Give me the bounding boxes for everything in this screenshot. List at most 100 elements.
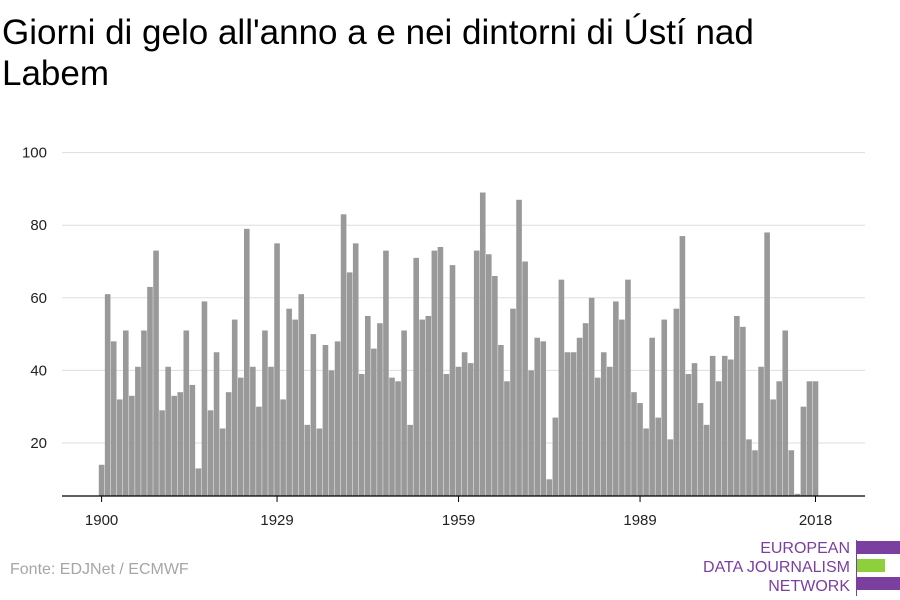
bar-1999: [697, 403, 704, 496]
bar-1937: [322, 344, 329, 496]
bar-1982: [594, 377, 601, 496]
bar-1991: [649, 337, 655, 496]
bar-1962: [473, 250, 480, 496]
bar-1926: [256, 406, 262, 496]
bar-1979: [576, 337, 583, 496]
bar-1923: [237, 377, 244, 496]
bar-2018: [812, 381, 819, 496]
bar-1916: [195, 468, 202, 496]
bar-1933: [298, 294, 305, 496]
bar-1975: [552, 417, 559, 496]
bar-1996: [679, 236, 686, 496]
bar-1978: [570, 352, 577, 496]
bar-2011: [770, 399, 776, 496]
bar-1989: [637, 403, 643, 496]
bar-2017: [806, 381, 813, 496]
bar-1969: [516, 199, 522, 497]
bar-1947: [383, 250, 389, 496]
bar-1918: [207, 410, 214, 496]
bar-1910: [159, 410, 165, 496]
bar-1952: [413, 257, 419, 496]
bar-1980: [582, 323, 589, 496]
bar-1950: [401, 330, 407, 496]
bar-1920: [219, 428, 226, 496]
bar-1912: [171, 395, 177, 496]
bar-1922: [231, 319, 238, 496]
bar-1949: [395, 381, 401, 496]
bar-1919: [213, 352, 220, 496]
bar-1977: [564, 352, 571, 496]
bar-1995: [673, 308, 680, 496]
bar-1997: [685, 374, 692, 496]
bar-1994: [667, 439, 674, 496]
bar-1901: [104, 294, 111, 496]
bar-1913: [177, 392, 184, 496]
bar-1909: [153, 250, 159, 496]
bar-1983: [600, 352, 607, 496]
bar-1967: [504, 381, 510, 496]
bar-2008: [752, 450, 758, 496]
bar-1944: [365, 315, 371, 496]
x-axis-labels: 1900 1929 1959 1989 2018: [85, 512, 832, 529]
bar-1964: [486, 254, 492, 496]
bar-1973: [540, 341, 547, 496]
bar-1953: [419, 319, 426, 496]
bar-1941: [346, 272, 353, 496]
logo-text-line-1: EUROPEAN: [760, 540, 850, 557]
bar-1921: [225, 392, 232, 496]
logo-divider: [856, 540, 857, 596]
y-tick-label-20: 20: [30, 435, 47, 452]
logo-bar-middle: [857, 559, 885, 572]
bar-1940: [340, 214, 347, 496]
bar-1917: [201, 301, 208, 496]
bar-1955: [431, 250, 438, 496]
bar-1904: [123, 330, 129, 496]
bar-1993: [661, 319, 668, 496]
bar-1927: [262, 330, 268, 496]
bar-1957: [443, 374, 450, 496]
bar-1998: [691, 363, 698, 496]
logo-bar-bottom: [857, 577, 900, 590]
bar-1976: [558, 279, 565, 496]
bar-1935: [310, 334, 317, 496]
bar-2006: [740, 326, 746, 496]
bar-1958: [449, 265, 456, 496]
bar-1914: [183, 330, 190, 496]
logo-text-line-3: NETWORK: [768, 578, 850, 595]
bar-1945: [371, 348, 377, 496]
x-tick-label-1959: 1959: [442, 512, 475, 529]
edjnet-logo: EUROPEAN DATA JOURNALISM NETWORK: [700, 538, 900, 598]
bar-1992: [655, 417, 661, 496]
bar-1970: [522, 261, 528, 496]
bar-1965: [492, 276, 498, 496]
bar-1985: [613, 301, 619, 496]
bar-1954: [425, 315, 432, 496]
x-tick-label-2018: 2018: [799, 512, 832, 529]
bar-1966: [498, 344, 504, 496]
bars: [98, 192, 819, 497]
bar-1959: [455, 366, 462, 496]
bar-1963: [479, 192, 486, 496]
bar-2014: [788, 450, 795, 496]
bar-1934: [304, 424, 311, 496]
y-tick-label-80: 80: [30, 217, 47, 234]
bar-1968: [510, 308, 516, 496]
bar-2005: [734, 315, 740, 496]
bar-1981: [588, 297, 595, 496]
bar-1908: [147, 286, 153, 496]
bar-1951: [407, 424, 413, 496]
bar-1971: [528, 370, 534, 496]
bar-1930: [280, 399, 286, 496]
bar-2012: [776, 381, 782, 496]
bar-1972: [534, 337, 540, 496]
bar-1931: [286, 308, 292, 496]
bar-1986: [619, 319, 625, 496]
bar-2007: [746, 439, 752, 496]
bar-1987: [625, 279, 631, 496]
bar-1974: [546, 479, 553, 496]
bar-2016: [800, 406, 807, 496]
bar-1900: [98, 464, 105, 496]
bar-2015: [794, 493, 801, 496]
bar-1948: [389, 377, 395, 496]
